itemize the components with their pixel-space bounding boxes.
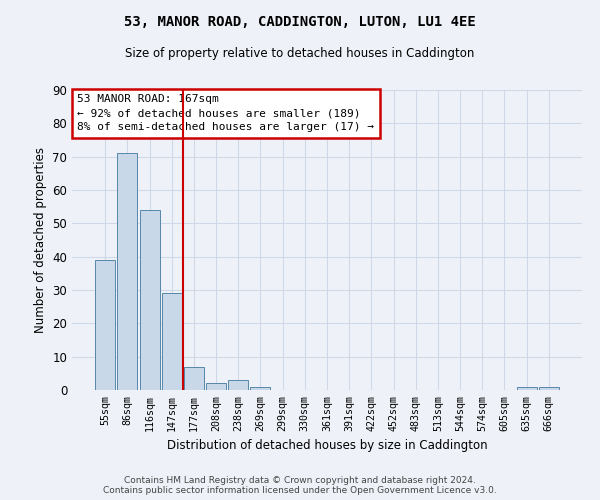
Bar [140,210,160,390]
Text: Size of property relative to detached houses in Caddington: Size of property relative to detached ho… [125,48,475,60]
Bar [517,386,536,390]
Bar [539,386,559,390]
Bar [184,366,204,390]
X-axis label: Distribution of detached houses by size in Caddington: Distribution of detached houses by size … [167,439,487,452]
Text: 53 MANOR ROAD: 167sqm
← 92% of detached houses are smaller (189)
8% of semi-deta: 53 MANOR ROAD: 167sqm ← 92% of detached … [77,94,374,132]
Text: 53, MANOR ROAD, CADDINGTON, LUTON, LU1 4EE: 53, MANOR ROAD, CADDINGTON, LUTON, LU1 4… [124,15,476,29]
Bar [250,386,271,390]
Bar [162,294,182,390]
Bar [228,380,248,390]
Bar [95,260,115,390]
Y-axis label: Number of detached properties: Number of detached properties [34,147,47,333]
Text: Contains HM Land Registry data © Crown copyright and database right 2024.
Contai: Contains HM Land Registry data © Crown c… [103,476,497,495]
Bar [206,384,226,390]
Bar [118,154,137,390]
